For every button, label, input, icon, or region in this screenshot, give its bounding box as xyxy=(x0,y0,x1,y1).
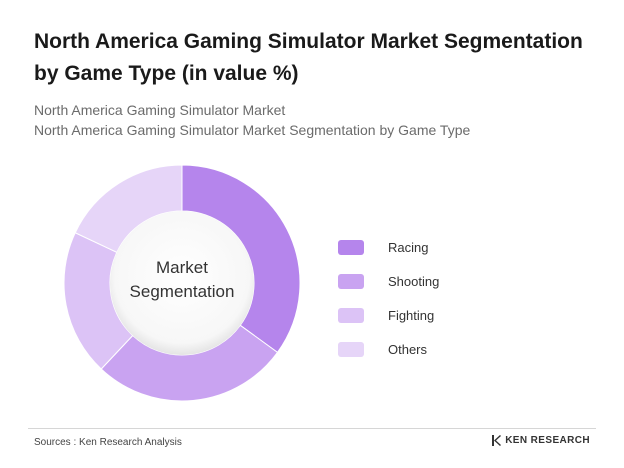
legend-label-racing: Racing xyxy=(388,239,429,255)
legend-item-racing: Racing xyxy=(338,230,439,264)
subtitle-line-1: North America Gaming Simulator Market xyxy=(34,102,286,118)
legend-item-others: Others xyxy=(338,332,439,366)
donut-center-label: Market Segmentation xyxy=(112,256,252,304)
chart-title: North America Gaming Simulator Market Se… xyxy=(34,30,583,85)
legend-label-shooting: Shooting xyxy=(388,273,440,289)
brand-name: KEN RESEARCH xyxy=(505,435,590,446)
legend-swatch-racing xyxy=(338,239,364,255)
donut-center xyxy=(110,211,254,355)
ken-research-logo-icon xyxy=(492,435,502,446)
legend-label-fighting: Fighting xyxy=(388,307,435,323)
legend-swatch-fighting xyxy=(338,307,364,323)
center-label-line-1: Market xyxy=(156,258,208,277)
footer-divider xyxy=(28,428,596,429)
donut-chart xyxy=(63,164,301,402)
brand-logo: KEN RESEARCH xyxy=(492,435,590,446)
center-label-line-2: Segmentation xyxy=(129,282,235,301)
legend-label-others: Others xyxy=(388,341,428,357)
legend-swatch-shooting xyxy=(338,273,364,289)
chart-subtitle: North America Gaming Simulator Market No… xyxy=(34,100,470,140)
source-note: Sources : Ken Research Analysis xyxy=(34,437,182,448)
legend-item-shooting: Shooting xyxy=(338,264,439,298)
legend-item-fighting: Fighting xyxy=(338,298,439,332)
legend-swatch-others xyxy=(338,341,364,357)
subtitle-line-2: North America Gaming Simulator Market Se… xyxy=(34,122,471,138)
chart-legend: Racing Shooting Fighting Others xyxy=(338,230,439,366)
